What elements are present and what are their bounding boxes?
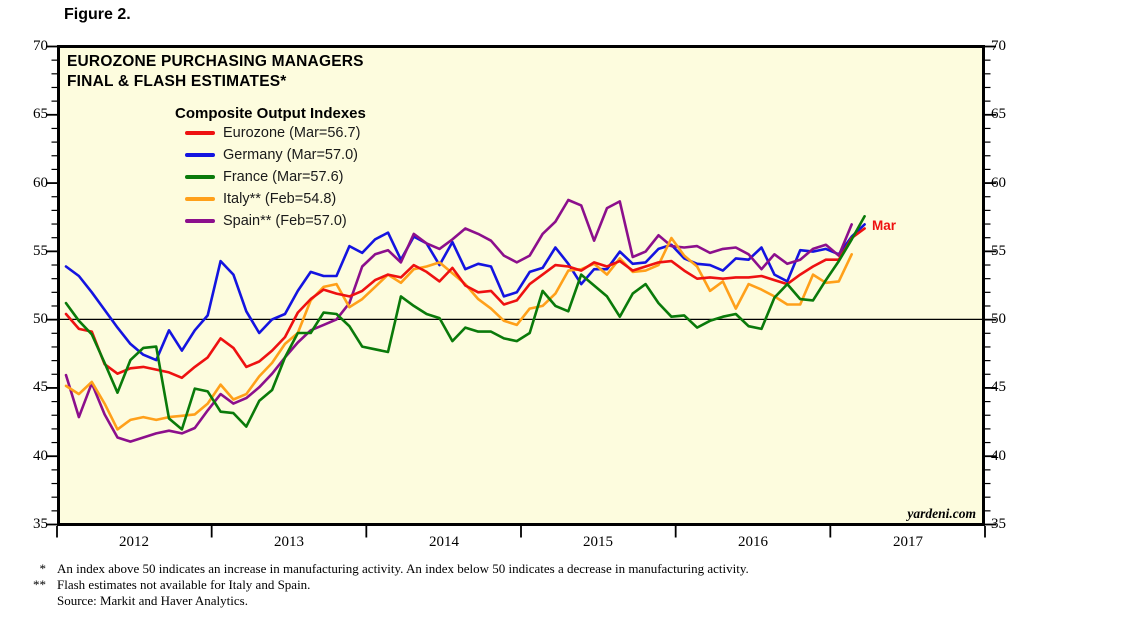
y-axis-label-left: 45 bbox=[33, 379, 48, 395]
legend-label: Eurozone (Mar=56.7) bbox=[223, 124, 361, 141]
y-axis-label-left: 40 bbox=[33, 448, 48, 464]
eurozone-line-swatch bbox=[185, 130, 215, 135]
y-axis-label-left: 60 bbox=[33, 175, 48, 191]
footnote-text: An index above 50 indicates an increase … bbox=[57, 561, 749, 576]
x-axis-label: 2012 bbox=[119, 534, 149, 550]
y-axis-label-right: 35 bbox=[991, 516, 1006, 532]
france-line bbox=[64, 215, 866, 431]
figure-label: Figure 2. bbox=[64, 6, 131, 23]
y-axis-label-right: 70 bbox=[991, 38, 1006, 54]
y-axis-label-left: 65 bbox=[33, 106, 48, 122]
footnote-text: Source: Markit and Haver Analytics. bbox=[57, 593, 248, 608]
eurozone-line bbox=[64, 227, 866, 380]
x-axis-label: 2014 bbox=[429, 534, 459, 550]
legend-label: Germany (Mar=57.0) bbox=[223, 146, 358, 163]
legend-item-germany: Germany (Mar=57.0) bbox=[185, 146, 358, 164]
footnote-marker bbox=[20, 593, 46, 609]
latest-month-annotation: Mar bbox=[872, 218, 897, 233]
legend-item-spain: Spain** (Feb=57.0) bbox=[185, 212, 347, 230]
footnote-marker: ** bbox=[33, 577, 46, 592]
x-axis-label: 2013 bbox=[274, 534, 304, 550]
spain-line-swatch bbox=[185, 218, 215, 223]
y-axis-label-right: 55 bbox=[991, 243, 1006, 259]
footnote-text: Flash estimates not available for Italy … bbox=[57, 577, 311, 592]
france-line-swatch bbox=[185, 174, 215, 179]
y-axis-label-right: 45 bbox=[991, 379, 1006, 395]
legend: Composite Output Indexes Eurozone (Mar=5… bbox=[175, 105, 366, 229]
y-axis-label-right: 40 bbox=[991, 448, 1006, 464]
x-axis-label: 2017 bbox=[893, 534, 923, 550]
footnote-row: Source: Markit and Haver Analytics. bbox=[20, 593, 749, 609]
y-axis-label-right: 50 bbox=[991, 311, 1006, 327]
legend-label: Italy** (Feb=54.8) bbox=[223, 190, 337, 207]
y-axis-label-right: 60 bbox=[991, 175, 1006, 191]
chart-title-line1: EUROZONE PURCHASING MANAGERS bbox=[67, 53, 364, 70]
germany-line bbox=[64, 223, 866, 362]
y-axis-label-left: 35 bbox=[33, 516, 48, 532]
y-axis-label-left: 50 bbox=[33, 311, 48, 327]
legend-item-france: France (Mar=57.6) bbox=[185, 168, 343, 186]
footnotes: * An index above 50 indicates an increas… bbox=[20, 561, 749, 609]
chart-title-line2: FINAL & FLASH ESTIMATES* bbox=[67, 72, 287, 90]
chart-canvas bbox=[60, 198, 982, 443]
italy-line-swatch bbox=[185, 196, 215, 201]
footnote-marker: * bbox=[39, 561, 47, 576]
spain-line bbox=[64, 198, 854, 443]
legend-label: France (Mar=57.6) bbox=[223, 168, 344, 185]
x-axis-label: 2015 bbox=[583, 534, 613, 550]
y-axis-label-left: 70 bbox=[33, 38, 48, 54]
plot-area: EUROZONE PURCHASING MANAGERS FINAL & FLA… bbox=[57, 45, 985, 526]
y-axis-label-right: 65 bbox=[991, 106, 1006, 122]
legend-title: Composite Output Indexes bbox=[175, 105, 366, 122]
chart-title: EUROZONE PURCHASING MANAGERS FINAL & FLA… bbox=[67, 52, 364, 91]
footnote-row: ** Flash estimates not available for Ita… bbox=[20, 577, 749, 593]
germany-line-swatch bbox=[185, 152, 215, 157]
legend-item-italy: Italy** (Feb=54.8) bbox=[185, 190, 336, 208]
footnote-row: * An index above 50 indicates an increas… bbox=[20, 561, 749, 577]
legend-item-eurozone: Eurozone (Mar=56.7) bbox=[185, 124, 360, 142]
y-axis-label-left: 55 bbox=[33, 243, 48, 259]
watermark: yardeni.com bbox=[907, 506, 976, 521]
legend-label: Spain** (Feb=57.0) bbox=[223, 212, 347, 229]
x-axis-label: 2016 bbox=[738, 534, 768, 550]
